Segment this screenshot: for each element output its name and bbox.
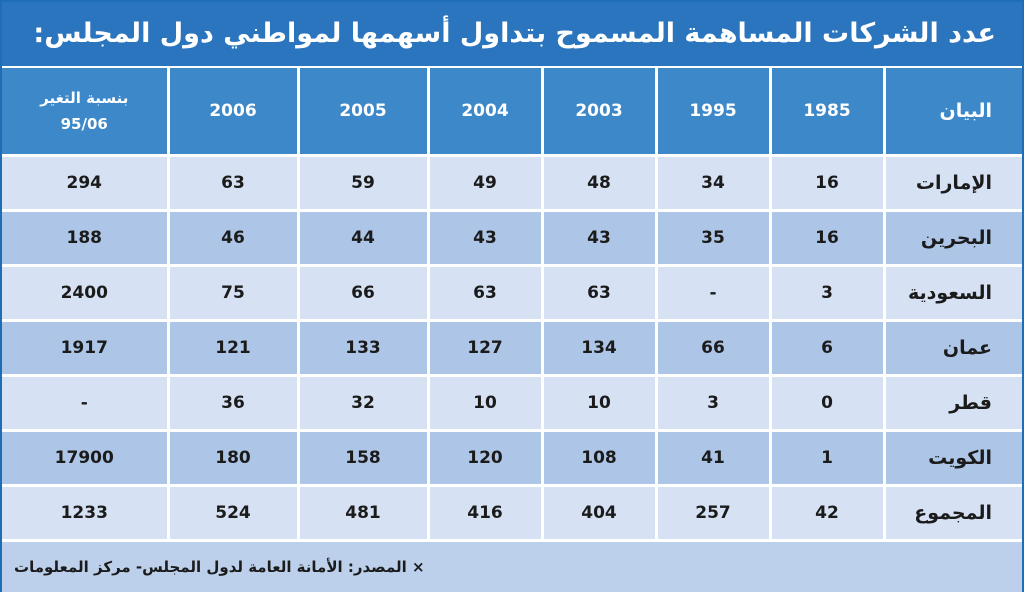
source-footer: × المصدر: الأمانة العامة لدول المجلس- مر… <box>2 542 1022 592</box>
table-cell: 108 <box>540 430 656 487</box>
table-cell: 42 <box>768 485 884 542</box>
table-cell: 63 <box>540 265 656 322</box>
table-row: قطر 0 3 10 10 32 36- <box>2 375 1022 432</box>
row-label: الإمارات <box>882 155 1022 212</box>
table-cell: 1 <box>768 430 884 487</box>
table-row: الكويت 1 41 108 120 158 180 17900 <box>2 430 1022 487</box>
table-cell: 59 <box>296 155 428 212</box>
table-cell: 1917 <box>2 320 168 377</box>
page-title: عدد الشركات المساهمة المسموح بتداول أسهم… <box>2 2 1022 66</box>
table-cell: 35 <box>654 210 770 267</box>
table-cell: 46 <box>166 210 298 267</box>
table-cell: 66 <box>654 320 770 377</box>
column-header-change: بنسبة التغير 95/06 <box>2 68 168 157</box>
table-row: المجموع 42 257 404 416 481 524 1233 <box>2 485 1022 542</box>
table-cell: 134 <box>540 320 656 377</box>
row-label: الكويت <box>882 430 1022 487</box>
table-cell: 43 <box>540 210 656 267</box>
table-cell: 257 <box>654 485 770 542</box>
table-cell: 158 <box>296 430 428 487</box>
table-cell: 16 <box>768 210 884 267</box>
table-cell: 294 <box>2 155 168 212</box>
table-cell: 63 <box>166 155 298 212</box>
table-cell: 48 <box>540 155 656 212</box>
table-cell: 133 <box>296 320 428 377</box>
table-cell: 6 <box>768 320 884 377</box>
table-cell: 32 <box>296 375 428 432</box>
table-cell: 34 <box>654 155 770 212</box>
table-row: الإمارات 16 34 48 49 59 63 294 <box>2 155 1022 212</box>
table-cell: 3 <box>768 265 884 322</box>
table-cell: 3 <box>654 375 770 432</box>
table-cell: 43 <box>426 210 542 267</box>
column-header-2005: 2005 <box>296 68 428 157</box>
table-row: السعودية 3-63 63 66 75 2400 <box>2 265 1022 322</box>
column-header-2006: 2006 <box>166 68 298 157</box>
row-label: البحرين <box>882 210 1022 267</box>
table-cell: 17900 <box>2 430 168 487</box>
table-cell: 1233 <box>2 485 168 542</box>
table-cell: 120 <box>426 430 542 487</box>
table-cell: 180 <box>166 430 298 487</box>
header-row: البيان 1985 1995 2003 2004 2005 2006 بنس… <box>2 68 1022 157</box>
row-label: عمان <box>882 320 1022 377</box>
column-header-1985: 1985 <box>768 68 884 157</box>
table-row: البحرين 16 35 43 43 44 46 188 <box>2 210 1022 267</box>
table-cell: 121 <box>166 320 298 377</box>
table-cell: 524 <box>166 485 298 542</box>
row-label: قطر <box>882 375 1022 432</box>
table-cell: 481 <box>296 485 428 542</box>
column-header-item: البيان <box>882 68 1022 157</box>
table-cell: 49 <box>426 155 542 212</box>
table-cell: 75 <box>166 265 298 322</box>
column-header-2003: 2003 <box>540 68 656 157</box>
table-cell: 188 <box>2 210 168 267</box>
table-cell: 416 <box>426 485 542 542</box>
table-cell: 2400 <box>2 265 168 322</box>
table-cell: 127 <box>426 320 542 377</box>
column-header-2004: 2004 <box>426 68 542 157</box>
table-row: عمان 6 66 134 127 133 121 1917 <box>2 320 1022 377</box>
row-label: السعودية <box>882 265 1022 322</box>
source-note: × المصدر: الأمانة العامة لدول المجلس- مر… <box>14 558 425 576</box>
table-cell: 36 <box>166 375 298 432</box>
table-cell: 404 <box>540 485 656 542</box>
change-header-line2: 95/06 <box>60 115 108 133</box>
table-cell: - <box>654 265 770 322</box>
table-cell: 0 <box>768 375 884 432</box>
table-cell: - <box>2 375 168 432</box>
column-header-1995: 1995 <box>654 68 770 157</box>
table-cell: 44 <box>296 210 428 267</box>
table-cell: 66 <box>296 265 428 322</box>
table-cell: 10 <box>540 375 656 432</box>
row-label: المجموع <box>882 485 1022 542</box>
table-cell: 63 <box>426 265 542 322</box>
table-cell: 41 <box>654 430 770 487</box>
data-table: البيان 1985 1995 2003 2004 2005 2006 بنس… <box>2 68 1022 542</box>
table-cell: 16 <box>768 155 884 212</box>
change-header-line1: بنسبة التغير <box>40 89 129 107</box>
table-cell: 10 <box>426 375 542 432</box>
